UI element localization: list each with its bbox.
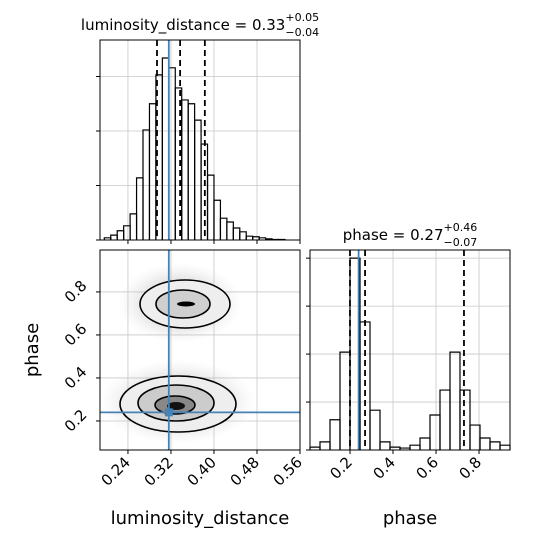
histogram-bin [232,227,241,240]
title-sub: −0.07 [444,236,478,249]
y-tick-label: 0.6 [61,320,91,350]
x-tick-label: 0.4 [369,453,399,483]
histogram-bin [439,389,451,450]
y-tick-label: 0.8 [61,277,91,307]
histogram-bin [219,217,228,240]
histogram-bin [181,99,189,240]
histogram-bin [499,444,511,450]
title-sup: +0.05 [285,11,319,24]
y-tick-label: 0.4 [61,363,91,393]
histogram-bin [489,441,501,450]
x-axis-label: luminosity_distance [111,508,290,529]
histogram-bin [148,103,157,240]
x-tick-label: 0.6 [412,453,442,483]
title-sup: +0.46 [444,221,478,234]
x-tick-label: 0.2 [326,453,356,483]
histogram-bin [329,419,341,450]
histogram-bin [459,389,471,450]
x-tick-label: 0.40 [184,453,220,489]
histogram-bin [429,414,441,450]
histogram-bin [213,199,222,240]
axes-frame [99,39,301,241]
histogram-bin [110,234,118,240]
histogram-bin [129,213,138,240]
histogram-bin [379,441,391,450]
axes-frame [99,249,301,451]
histogram-bin [226,221,234,240]
histogram-bin [116,230,125,240]
histogram-bin [123,225,131,240]
truth-point [164,408,173,417]
histogram-bin [469,424,481,450]
title-sub: −0.04 [285,26,319,39]
x-tick-label: 0.56 [270,453,306,489]
density-2d [100,263,256,444]
histogram-bin [245,235,254,240]
histogram-bin [339,351,351,450]
y-axis-label: phase [22,323,43,377]
histogram-bin [239,231,247,240]
histogram-bin [409,444,421,450]
histogram-bin [187,103,196,240]
histogram-bin [135,177,144,240]
axes-frame [309,249,511,451]
histogram-bin [168,67,176,240]
histogram-bin [449,351,461,450]
histogram-bin [369,409,381,450]
panel-title: phase = 0.27 [343,226,444,244]
histogram-bin [142,129,151,240]
histogram-bin [319,441,331,450]
histogram-bin [161,57,170,240]
x-tick-label: 0.24 [98,453,134,489]
x-axis-label: phase [383,508,437,529]
histogram-bin [194,119,202,240]
y-tick-label: 0.2 [61,406,91,436]
x-tick-label: 0.8 [455,453,485,483]
contour [167,402,185,410]
histogram-bin [479,437,491,450]
histogram-bin [206,174,215,240]
contour [177,301,195,307]
panel-title: luminosity_distance = 0.33 [81,16,285,35]
x-tick-label: 0.48 [227,453,263,489]
x-tick-label: 0.32 [141,453,177,489]
histogram-bin [419,437,431,450]
